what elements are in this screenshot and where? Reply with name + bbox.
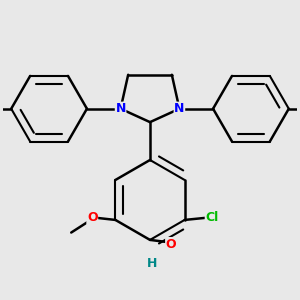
Text: O: O	[87, 211, 98, 224]
Text: Cl: Cl	[205, 211, 219, 224]
Text: N: N	[116, 102, 126, 115]
Text: N: N	[174, 102, 184, 115]
Text: O: O	[166, 238, 176, 250]
Text: H: H	[147, 256, 157, 269]
